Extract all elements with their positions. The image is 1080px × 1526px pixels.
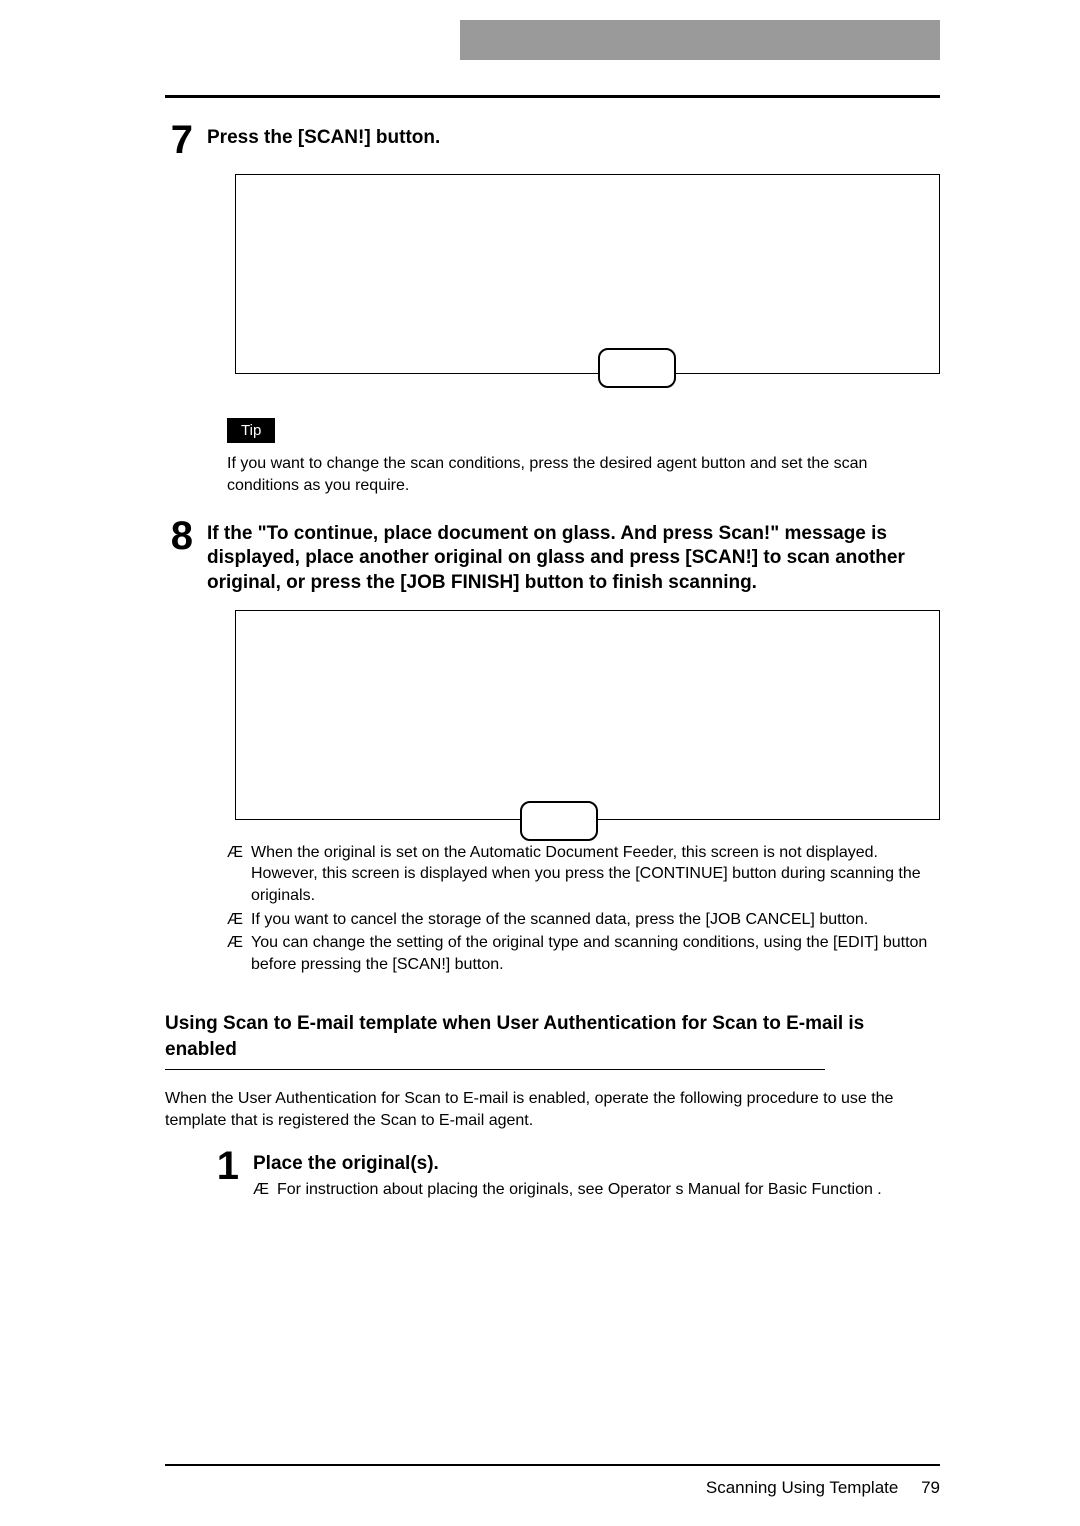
footer-rule (165, 1464, 940, 1466)
bullet-marker: Æ (227, 842, 251, 907)
bullet-list: Æ When the original is set on the Automa… (227, 842, 940, 976)
step-1-sub-bullet: Æ For instruction about placing the orig… (253, 1179, 940, 1201)
footer: Scanning Using Template 79 (706, 1478, 940, 1498)
header-gray-bar (460, 20, 940, 60)
section-heading: Using Scan to E-mail template when User … (165, 1011, 940, 1062)
figure-2-placeholder (235, 610, 940, 820)
step-1-number: 1 (211, 1146, 239, 1186)
top-horizontal-rule (165, 95, 940, 98)
bullet-text: If you want to cancel the storage of the… (251, 909, 940, 931)
bullet-marker: Æ (253, 1179, 277, 1201)
figure-2-callout-box (520, 801, 598, 841)
section-rule (165, 1069, 825, 1070)
footer-label: Scanning Using Template (706, 1478, 898, 1497)
step-8-title: If the "To continue, place document on g… (207, 516, 940, 596)
bullet-marker: Æ (227, 909, 251, 931)
step-8-number: 8 (165, 516, 193, 556)
step-1: 1 Place the original(s). Æ For instructi… (211, 1146, 940, 1202)
footer-page-number: 79 (921, 1478, 940, 1497)
bullet-text: You can change the setting of the origin… (251, 932, 940, 975)
bullet-item: Æ You can change the setting of the orig… (227, 932, 940, 975)
figure-1-placeholder (235, 174, 940, 374)
bullet-item: Æ When the original is set on the Automa… (227, 842, 940, 907)
tip-badge: Tip (227, 418, 275, 443)
bullet-text: When the original is set on the Automati… (251, 842, 940, 907)
bullet-marker: Æ (227, 932, 251, 975)
section-paragraph: When the User Authentication for Scan to… (165, 1088, 940, 1133)
step-7-number: 7 (165, 120, 193, 160)
step-1-sub-text: For instruction about placing the origin… (277, 1179, 940, 1201)
figure-1-callout-box (598, 348, 676, 388)
step-1-title: Place the original(s). (253, 1146, 940, 1177)
step-8: 8 If the "To continue, place document on… (165, 516, 940, 596)
tip-text: If you want to change the scan condition… (227, 453, 940, 498)
step-7: 7 Press the [SCAN!] button. (165, 120, 940, 160)
page-content: 7 Press the [SCAN!] button. Tip If you w… (165, 95, 940, 1213)
bullet-item: Æ If you want to cancel the storage of t… (227, 909, 940, 931)
step-7-title: Press the [SCAN!] button. (207, 120, 440, 151)
